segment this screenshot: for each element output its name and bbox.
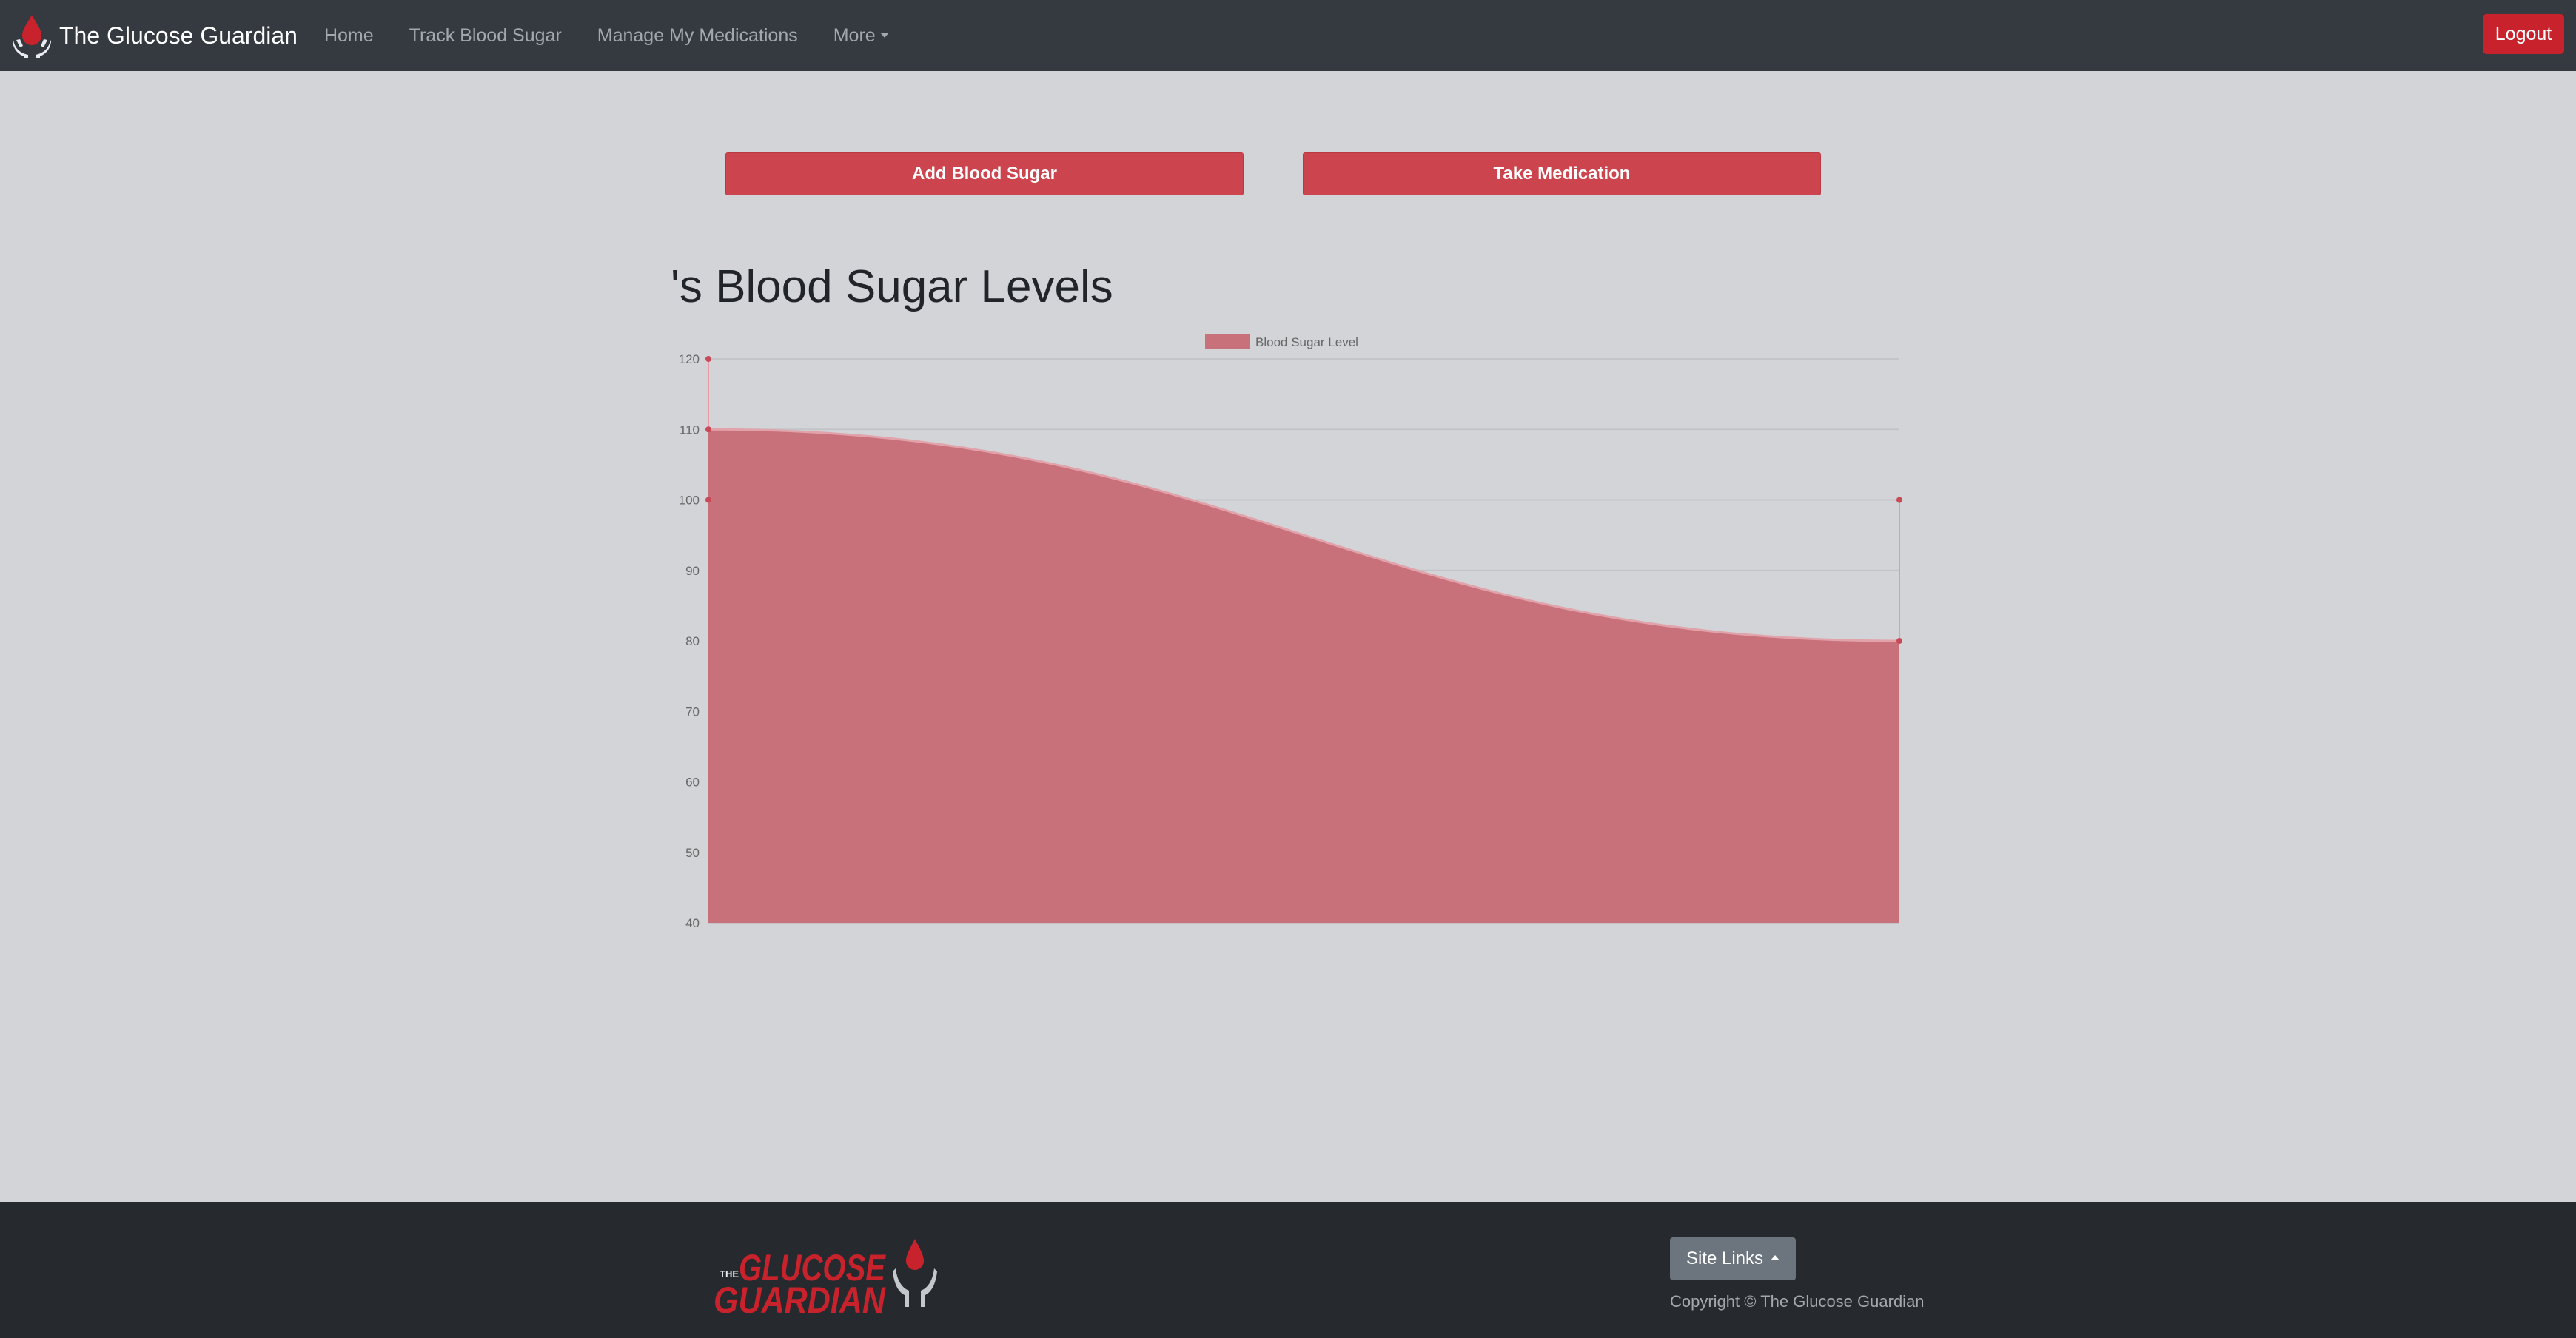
footer-logo-hands-icon bbox=[893, 1268, 937, 1307]
data-point bbox=[1896, 638, 1902, 644]
series-area bbox=[708, 429, 1899, 923]
take-medication-button[interactable]: Take Medication bbox=[1303, 152, 1821, 195]
footer-logo-line1: GLUCOSE bbox=[739, 1247, 886, 1288]
brand[interactable]: The Glucose Guardian bbox=[10, 12, 298, 59]
range-point bbox=[705, 356, 711, 362]
navbar: The Glucose Guardian Home Track Blood Su… bbox=[0, 0, 2576, 71]
legend-swatch bbox=[1205, 334, 1250, 349]
page-title: 's Blood Sugar Levels bbox=[671, 261, 1113, 312]
y-tick-label: 80 bbox=[685, 634, 700, 648]
blood-drop-hands-logo-icon bbox=[13, 15, 51, 58]
add-blood-sugar-button[interactable]: Add Blood Sugar bbox=[725, 152, 1244, 195]
nav-links: Home Track Blood Sugar Manage My Medicat… bbox=[324, 25, 925, 47]
brand-title: The Glucose Guardian bbox=[59, 21, 298, 49]
site-links-dropdown-button[interactable]: Site Links bbox=[1670, 1237, 1796, 1280]
glucose-guardian-footer-logo: THE GLUCOSE GUARDIAN bbox=[714, 1239, 937, 1313]
data-point bbox=[705, 426, 711, 433]
y-tick-label: 90 bbox=[685, 564, 700, 578]
footer-logo-small-text: THE bbox=[720, 1268, 739, 1280]
nav-more-dropdown[interactable]: More bbox=[833, 25, 889, 47]
y-tick-label: 120 bbox=[679, 352, 700, 366]
series-line bbox=[708, 428, 1900, 642]
y-tick-label: 40 bbox=[685, 916, 700, 930]
nav-home[interactable]: Home bbox=[323, 24, 374, 46]
legend-label: Blood Sugar Level bbox=[1255, 335, 1358, 349]
y-tick-label: 100 bbox=[679, 494, 700, 508]
range-point bbox=[705, 497, 711, 503]
y-tick-label: 50 bbox=[685, 846, 700, 860]
logout-button[interactable]: Logout bbox=[2483, 14, 2564, 54]
copyright-text: Copyright © The Glucose Guardian bbox=[1670, 1292, 1925, 1311]
nav-track-blood-sugar[interactable]: Track Blood Sugar bbox=[409, 24, 562, 46]
blood-sugar-chart: 40 50 60 70 80 90 100 110 120 Blood Sugar Level bbox=[679, 334, 1902, 930]
footer-logo-line2: GUARDIAN bbox=[714, 1280, 886, 1313]
y-tick-label: 110 bbox=[680, 423, 700, 437]
range-point bbox=[1896, 497, 1902, 503]
nav-manage-medications[interactable]: Manage My Medications bbox=[597, 24, 798, 46]
footer: THE GLUCOSE GUARDIAN Site Links Copyrigh… bbox=[0, 1202, 2576, 1338]
y-tick-label: 70 bbox=[685, 705, 700, 719]
y-tick-label: 60 bbox=[685, 776, 700, 790]
footer-logo-drop-icon bbox=[906, 1239, 924, 1270]
